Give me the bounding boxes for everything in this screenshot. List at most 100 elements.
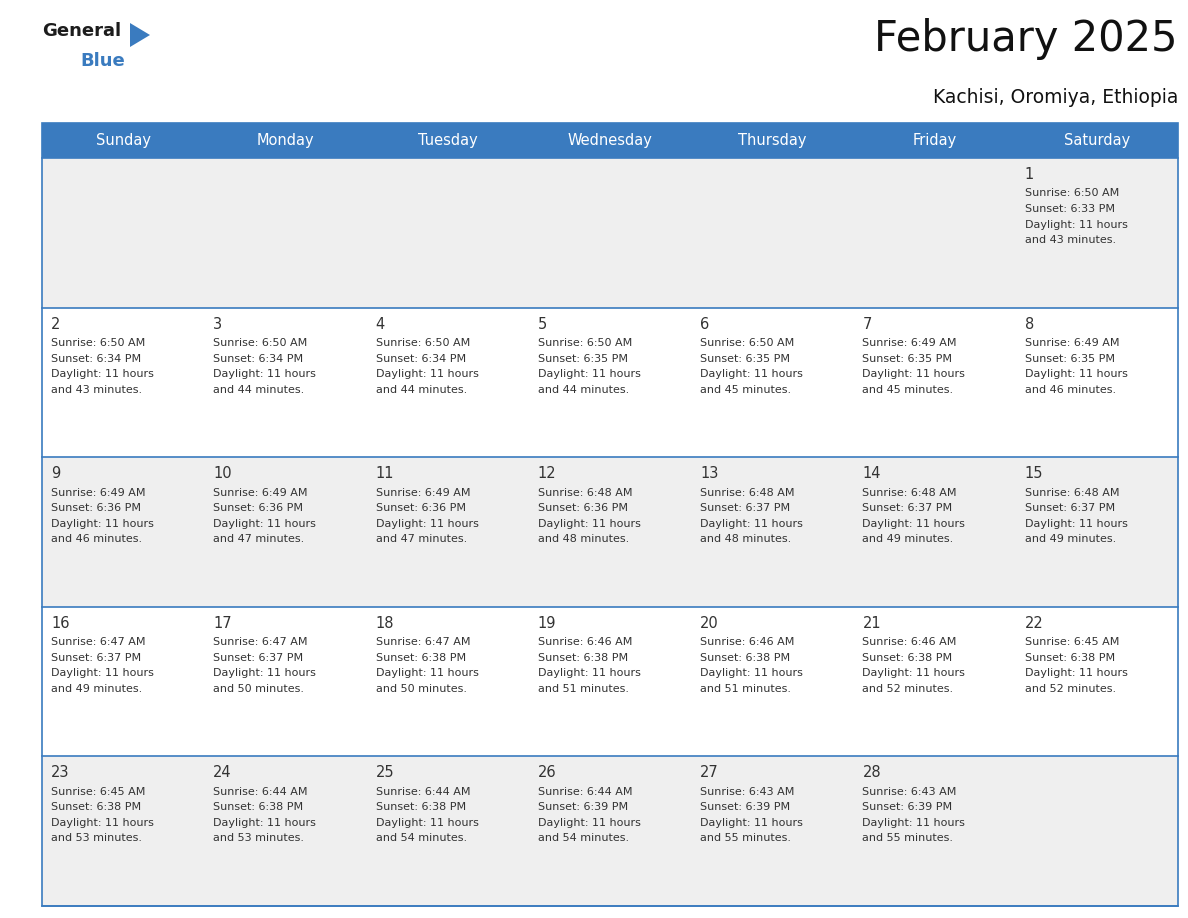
Text: and 49 minutes.: and 49 minutes. [1025,534,1116,544]
Text: Sunset: 6:36 PM: Sunset: 6:36 PM [51,503,141,513]
Text: Sunrise: 6:47 AM: Sunrise: 6:47 AM [214,637,308,647]
Text: Sunrise: 6:50 AM: Sunrise: 6:50 AM [700,338,795,348]
Text: 1: 1 [1025,167,1034,182]
Bar [529,457,691,607]
Text: and 49 minutes.: and 49 minutes. [862,534,954,544]
Text: 14: 14 [862,466,881,481]
Text: 7: 7 [862,317,872,331]
Text: and 55 minutes.: and 55 minutes. [700,834,791,844]
Text: Sunrise: 6:49 AM: Sunrise: 6:49 AM [214,487,308,498]
Polygon shape [129,23,150,47]
Text: Sunrise: 6:49 AM: Sunrise: 6:49 AM [862,338,956,348]
Bar [691,457,853,607]
Text: 11: 11 [375,466,394,481]
Text: 19: 19 [538,616,556,631]
Text: Blue: Blue [80,52,125,70]
Text: and 43 minutes.: and 43 minutes. [51,385,143,395]
Text: Daylight: 11 hours: Daylight: 11 hours [700,519,803,529]
Bar [529,607,691,756]
Text: Sunrise: 6:43 AM: Sunrise: 6:43 AM [700,787,795,797]
Text: Sunset: 6:39 PM: Sunset: 6:39 PM [862,802,953,812]
Text: Sunset: 6:34 PM: Sunset: 6:34 PM [214,353,303,364]
Text: Daylight: 11 hours: Daylight: 11 hours [214,519,316,529]
Bar [42,607,204,756]
Text: and 50 minutes.: and 50 minutes. [375,684,467,694]
Text: Daylight: 11 hours: Daylight: 11 hours [1025,219,1127,230]
Text: and 52 minutes.: and 52 minutes. [862,684,954,694]
Text: Friday: Friday [912,133,956,148]
Bar [204,607,367,756]
Text: and 54 minutes.: and 54 minutes. [538,834,628,844]
Text: Sunrise: 6:47 AM: Sunrise: 6:47 AM [375,637,470,647]
Text: Sunset: 6:34 PM: Sunset: 6:34 PM [51,353,141,364]
Text: Sunrise: 6:44 AM: Sunrise: 6:44 AM [214,787,308,797]
Text: Sunrise: 6:49 AM: Sunrise: 6:49 AM [375,487,470,498]
Text: and 51 minutes.: and 51 minutes. [538,684,628,694]
Text: Sunset: 6:36 PM: Sunset: 6:36 PM [538,503,627,513]
Bar [1016,158,1178,308]
Bar [529,308,691,457]
Text: Sunset: 6:34 PM: Sunset: 6:34 PM [375,353,466,364]
Text: and 46 minutes.: and 46 minutes. [1025,385,1116,395]
Bar [367,607,529,756]
Text: Sunset: 6:36 PM: Sunset: 6:36 PM [214,503,303,513]
Bar [204,457,367,607]
Text: 6: 6 [700,317,709,331]
Text: Sunrise: 6:50 AM: Sunrise: 6:50 AM [51,338,145,348]
Text: 12: 12 [538,466,556,481]
Text: Sunrise: 6:44 AM: Sunrise: 6:44 AM [538,787,632,797]
Text: Daylight: 11 hours: Daylight: 11 hours [700,818,803,828]
Text: Sunrise: 6:50 AM: Sunrise: 6:50 AM [538,338,632,348]
Text: and 44 minutes.: and 44 minutes. [375,385,467,395]
Text: 26: 26 [538,766,556,780]
Text: and 48 minutes.: and 48 minutes. [700,534,791,544]
Text: and 49 minutes.: and 49 minutes. [51,684,143,694]
Text: Sunrise: 6:48 AM: Sunrise: 6:48 AM [700,487,795,498]
Text: Sunrise: 6:47 AM: Sunrise: 6:47 AM [51,637,145,647]
Text: Saturday: Saturday [1063,133,1130,148]
Text: Sunset: 6:38 PM: Sunset: 6:38 PM [538,653,628,663]
Text: Sunset: 6:35 PM: Sunset: 6:35 PM [700,353,790,364]
Text: Daylight: 11 hours: Daylight: 11 hours [538,818,640,828]
Text: Daylight: 11 hours: Daylight: 11 hours [214,369,316,379]
Text: Sunrise: 6:44 AM: Sunrise: 6:44 AM [375,787,470,797]
Bar [1016,756,1178,906]
Text: Sunrise: 6:48 AM: Sunrise: 6:48 AM [862,487,956,498]
Bar [853,457,1016,607]
Text: February 2025: February 2025 [874,18,1178,60]
Bar [691,308,853,457]
Text: 5: 5 [538,317,548,331]
Text: and 44 minutes.: and 44 minutes. [214,385,304,395]
Bar [691,607,853,756]
Bar [42,158,204,308]
Text: Daylight: 11 hours: Daylight: 11 hours [51,369,154,379]
Text: 2: 2 [51,317,61,331]
Text: 21: 21 [862,616,881,631]
Text: 16: 16 [51,616,70,631]
Text: Tuesday: Tuesday [418,133,478,148]
Bar [691,756,853,906]
Bar [42,123,1178,906]
Text: 3: 3 [214,317,222,331]
Text: Sunrise: 6:45 AM: Sunrise: 6:45 AM [1025,637,1119,647]
Bar [529,158,691,308]
Bar [691,158,853,308]
Text: Sunset: 6:38 PM: Sunset: 6:38 PM [1025,653,1114,663]
Bar [529,756,691,906]
Text: Sunrise: 6:43 AM: Sunrise: 6:43 AM [862,787,956,797]
Text: Sunrise: 6:46 AM: Sunrise: 6:46 AM [700,637,795,647]
Text: Daylight: 11 hours: Daylight: 11 hours [862,519,966,529]
Text: Sunset: 6:38 PM: Sunset: 6:38 PM [214,802,303,812]
Text: 18: 18 [375,616,394,631]
Text: Daylight: 11 hours: Daylight: 11 hours [1025,519,1127,529]
Text: Sunset: 6:39 PM: Sunset: 6:39 PM [700,802,790,812]
Text: Sunday: Sunday [96,133,151,148]
Bar [367,457,529,607]
Text: Daylight: 11 hours: Daylight: 11 hours [538,369,640,379]
Text: Daylight: 11 hours: Daylight: 11 hours [538,668,640,678]
Text: 24: 24 [214,766,232,780]
Text: Daylight: 11 hours: Daylight: 11 hours [862,818,966,828]
Text: 9: 9 [51,466,61,481]
Text: and 51 minutes.: and 51 minutes. [700,684,791,694]
Text: 28: 28 [862,766,881,780]
